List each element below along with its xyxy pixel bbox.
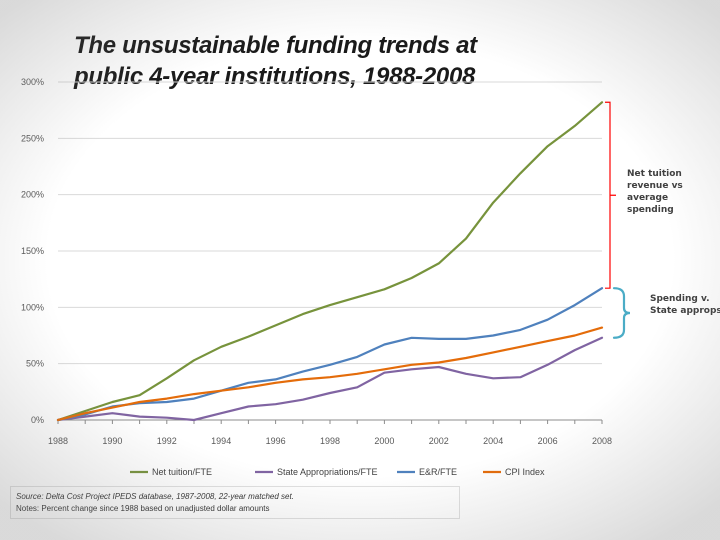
- x-tick-label-2006: 2006: [538, 436, 558, 446]
- annotation-net-tuition-line-1: Net tuition: [627, 169, 682, 179]
- chart-title: The unsustainable funding trends at publ…: [74, 30, 594, 92]
- y-tick-label-300: 300%: [21, 77, 44, 87]
- chart-title-line-2: public 4-year institutions, 1988-2008: [74, 63, 476, 90]
- legend-label-cpi-index: CPI Index: [505, 467, 545, 477]
- source-notes: Source: Delta Cost Project IPEDS databas…: [10, 486, 460, 519]
- annotation-net-tuition-line-3: average: [627, 193, 668, 203]
- series-line-cpi-index: [56, 326, 604, 422]
- x-tick-label-1990: 1990: [102, 436, 122, 446]
- y-tick-label-100: 100%: [21, 302, 44, 312]
- x-tick-label-1994: 1994: [211, 436, 231, 446]
- source-line: Source: Delta Cost Project IPEDS databas…: [16, 492, 294, 501]
- annotation-spending-line-1: Spending v.: [650, 294, 710, 304]
- legend-label-e-r-fte: E&R/FTE: [419, 467, 457, 477]
- x-tick-label-2008: 2008: [592, 436, 612, 446]
- x-tick-label-2004: 2004: [483, 436, 503, 446]
- series-line-net-tuition-fte: [56, 101, 604, 422]
- x-tick-label-1996: 1996: [266, 436, 286, 446]
- annotations: Net tuition revenue vs average spending Spen…: [605, 101, 720, 339]
- x-tick-label-1998: 1998: [320, 436, 340, 446]
- series-line-state-appropriations-fte: [56, 336, 604, 422]
- series-lines: [56, 101, 604, 422]
- legend: Net tuition/FTE State Appropriations/FTE E…: [130, 467, 545, 477]
- annotation-net-tuition-line-2: revenue vs: [627, 181, 683, 191]
- y-tick-label-250: 250%: [21, 133, 44, 143]
- x-tick-label-1992: 1992: [157, 436, 177, 446]
- y-tick-label-0: 0%: [31, 415, 44, 425]
- y-tick-label-150: 150%: [21, 246, 44, 256]
- series-line-e-r-fte: [56, 287, 604, 422]
- y-axis-ticks: 0% 50% 100% 150% 200% 250% 300%: [21, 77, 44, 425]
- annotation-net-tuition-line-4: spending: [627, 205, 674, 215]
- red-bracket: [605, 101, 616, 289]
- y-tick-label-200: 200%: [21, 190, 44, 200]
- legend-label-net-tuition-fte: Net tuition/FTE: [152, 467, 212, 477]
- x-tick-label-1988: 1988: [48, 436, 68, 446]
- legend-label-state-appropriations-fte: State Appropriations/FTE: [277, 467, 378, 477]
- x-tick-label-2000: 2000: [374, 436, 394, 446]
- notes-line: Notes: Percent change since 1988 based o…: [16, 504, 270, 513]
- gridlines: [58, 81, 602, 421]
- x-tick-label-2002: 2002: [429, 436, 449, 446]
- x-axis-ticks: 1988 1990 1992 1994 1996 1998 2000 2002 2004 2006…: [48, 420, 612, 446]
- blue-curly-brace: [612, 287, 631, 339]
- y-tick-label-50: 50%: [26, 359, 44, 369]
- annotation-spending-line-2: State approps: [650, 306, 720, 316]
- chart-title-line-1: The unsustainable funding trends at: [74, 32, 477, 59]
